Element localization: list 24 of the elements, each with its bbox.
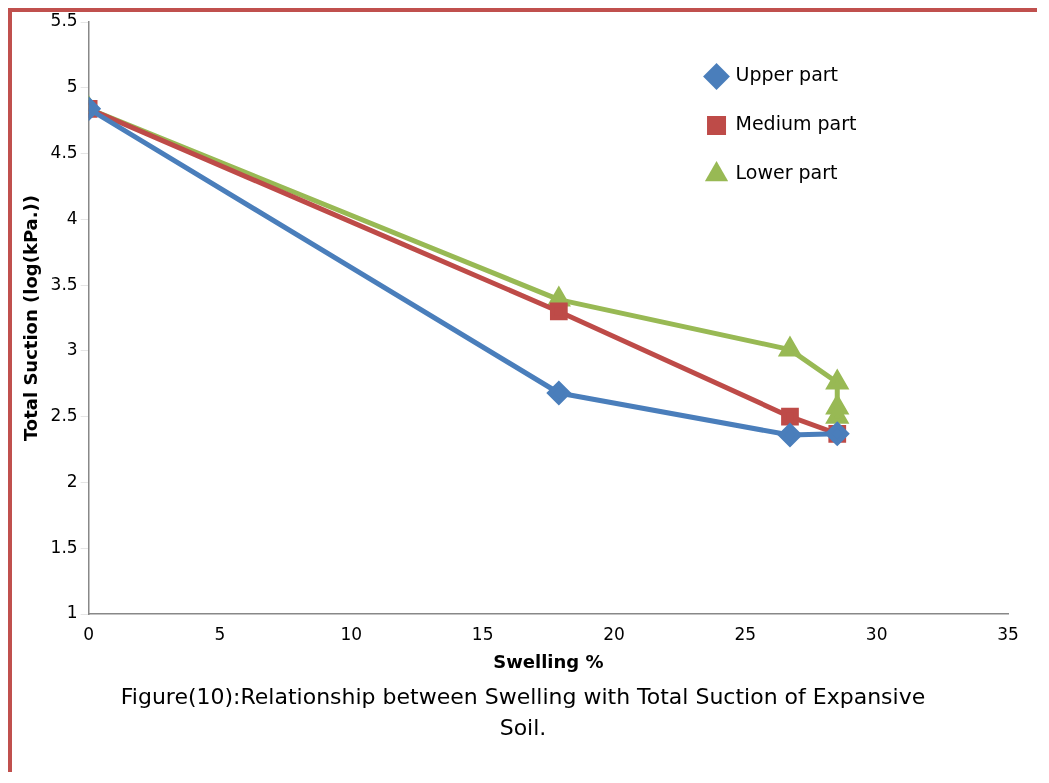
x-tick-label: 15 (471, 623, 494, 644)
y-tick-label: 3.5 (50, 273, 78, 294)
legend-label: Lower part (735, 161, 838, 184)
x-tick-label: 35 (997, 623, 1019, 644)
y-tick-label: 3 (66, 339, 78, 360)
y-tick-label: 2.5 (50, 405, 78, 426)
y-tick-label: 5.5 (50, 10, 78, 31)
x-tick-label: 10 (340, 623, 363, 644)
y-tick-label: 2 (66, 470, 78, 491)
legend-label: Medium part (735, 112, 857, 135)
x-tick-label: 25 (734, 623, 757, 644)
x-tick-label: 5 (214, 623, 226, 644)
y-tick-label: 4.5 (50, 141, 78, 162)
y-tick-label: 1 (66, 602, 78, 623)
x-tick-label: 20 (603, 623, 625, 644)
y-axis-title: Total Suction (log(kPa.)) (20, 194, 42, 442)
x-tick-label: 30 (865, 623, 888, 644)
y-tick-label: 4 (66, 207, 78, 228)
legend-label: Upper part (735, 63, 839, 86)
x-tick-label: 0 (83, 623, 95, 644)
text: Figure(10):Relationship between Swelling with Total Suction of Expansive Soil. (119, 683, 927, 742)
y-tick-label: 1.5 (50, 536, 78, 557)
y-tick-label: 5 (66, 76, 78, 97)
x-axis-title: Swelling % (493, 650, 604, 672)
